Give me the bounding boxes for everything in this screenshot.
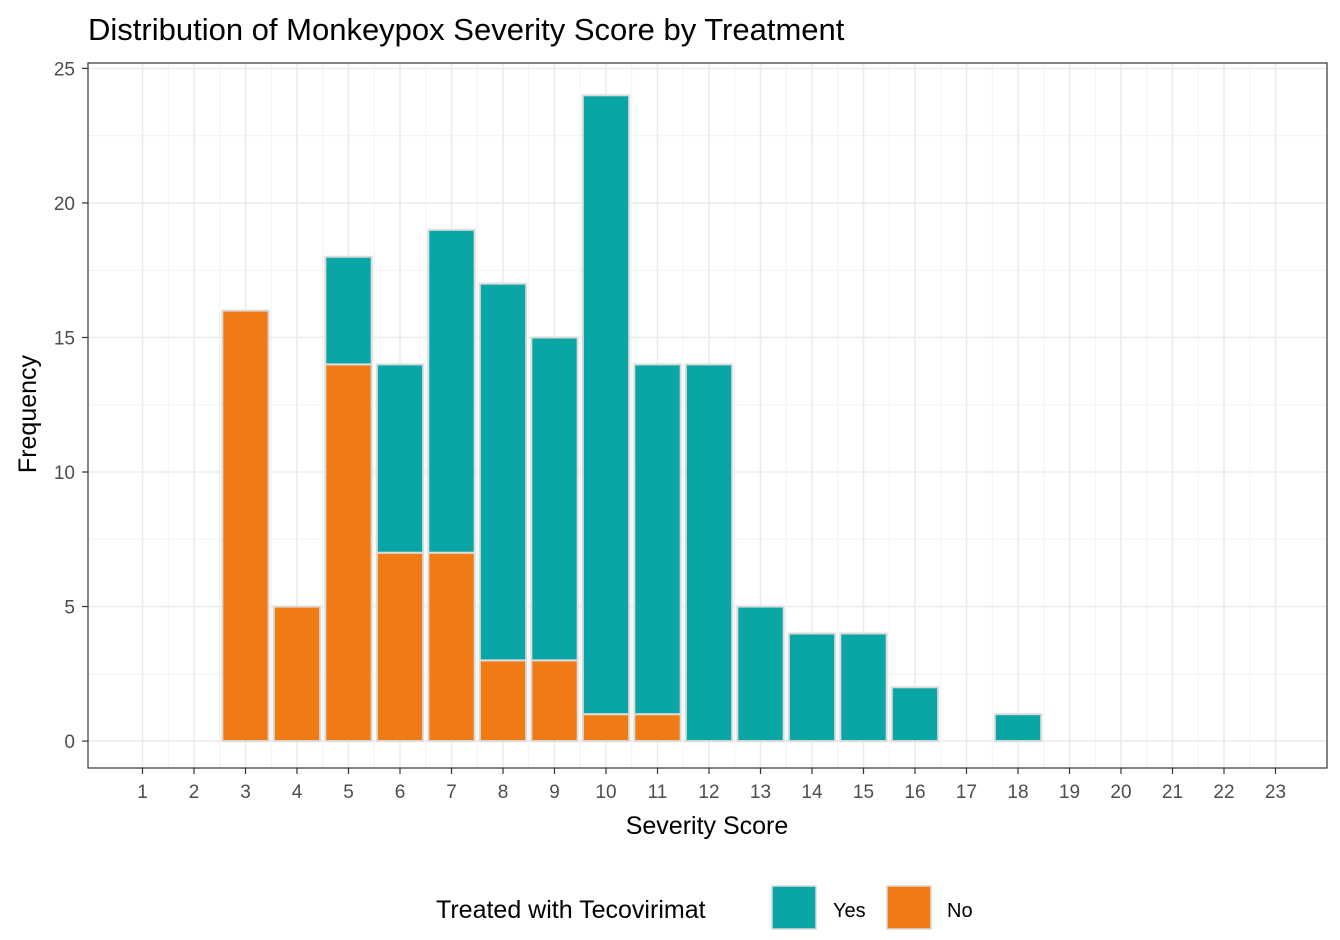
y-axis-title: Frequency: [14, 354, 42, 473]
panel-border: [87, 62, 1328, 769]
x-tick-label: 2: [189, 782, 200, 803]
bar-yes-7: [427, 228, 476, 554]
chart-title: Distribution of Monkeypox Severity Score…: [88, 12, 845, 47]
legend-label-no: No: [947, 900, 973, 922]
x-tick-label: 15: [853, 782, 874, 803]
bar-no-10: [581, 713, 631, 743]
bar-yes-6: [375, 363, 425, 554]
x-tick-label: 18: [1007, 782, 1028, 803]
x-tick-label: 9: [549, 782, 560, 803]
x-tick-label: 11: [648, 782, 668, 803]
x-tick-label: 20: [1110, 782, 1131, 803]
y-tick-label: 20: [54, 194, 75, 215]
x-tick-label: 19: [1059, 782, 1080, 803]
x-axis-title: Severity Score: [626, 812, 789, 840]
y-tick-label: 0: [64, 732, 75, 753]
legend-label-yes: Yes: [833, 900, 866, 922]
bar-yes-12: [684, 363, 734, 743]
x-tick-label: 10: [595, 782, 616, 803]
bars: [221, 94, 1043, 743]
bar-yes-11: [633, 363, 682, 716]
y-tick-label: 15: [54, 328, 75, 349]
bar-yes-10: [581, 94, 631, 716]
bar-no-5: [324, 363, 373, 743]
x-tick-label: 7: [446, 782, 457, 803]
bar-yes-9: [530, 336, 579, 662]
bar-no-11: [633, 713, 682, 743]
x-tick-label: 1: [137, 782, 148, 803]
legend-swatch-yes: [771, 885, 817, 930]
bar-yes-8: [478, 282, 528, 662]
legend-title: Treated with Tecovirimat: [436, 896, 706, 924]
x-tick-label: 22: [1213, 782, 1234, 803]
x-tick-label: 17: [956, 782, 977, 803]
y-tick-label: 25: [54, 59, 75, 80]
bar-yes-14: [787, 632, 837, 743]
y-tick-label: 5: [64, 598, 75, 619]
x-tick-label: 16: [904, 782, 925, 803]
x-tick-label: 21: [1162, 782, 1183, 803]
bar-yes-5: [324, 255, 373, 366]
bar-no-9: [530, 659, 579, 743]
x-tick-label: 14: [801, 782, 823, 803]
x-tick-label: 6: [395, 782, 406, 803]
legend-swatch-no: [886, 885, 932, 930]
bar-yes-16: [890, 686, 940, 743]
bar-no-3: [221, 309, 270, 743]
bar-yes-13: [736, 605, 785, 743]
x-tick-label: 13: [750, 782, 771, 803]
bar-yes-18: [993, 713, 1043, 743]
y-tick-label: 10: [54, 463, 75, 484]
x-tick-label: 4: [292, 782, 303, 803]
legend: Treated with Tecovirimat Yes No: [436, 885, 973, 930]
x-tick-label: 12: [698, 782, 719, 803]
bar-yes-15: [839, 632, 888, 743]
bar-no-7: [427, 551, 476, 743]
bar-no-8: [478, 659, 528, 743]
x-tick-label: 5: [343, 782, 354, 803]
x-tick-label: 8: [498, 782, 509, 803]
bar-no-4: [272, 605, 322, 743]
x-tick-label: 23: [1265, 782, 1286, 803]
bar-no-6: [375, 551, 425, 743]
x-tick-label: 3: [240, 782, 251, 803]
